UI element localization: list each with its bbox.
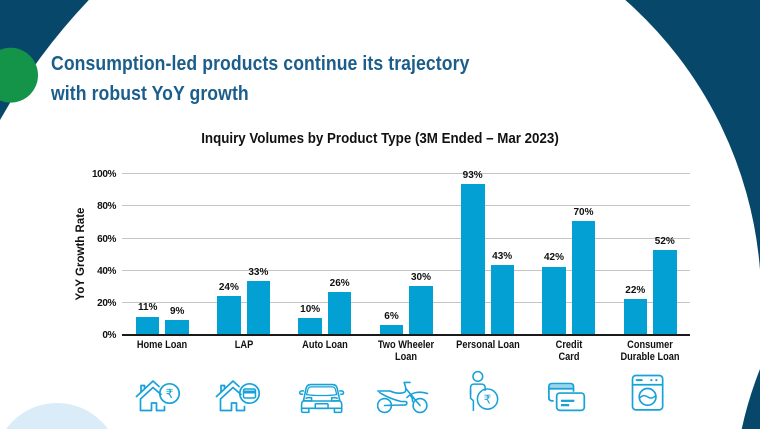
svg-text:₹: ₹ bbox=[483, 393, 491, 407]
svg-text:₹: ₹ bbox=[166, 387, 174, 401]
